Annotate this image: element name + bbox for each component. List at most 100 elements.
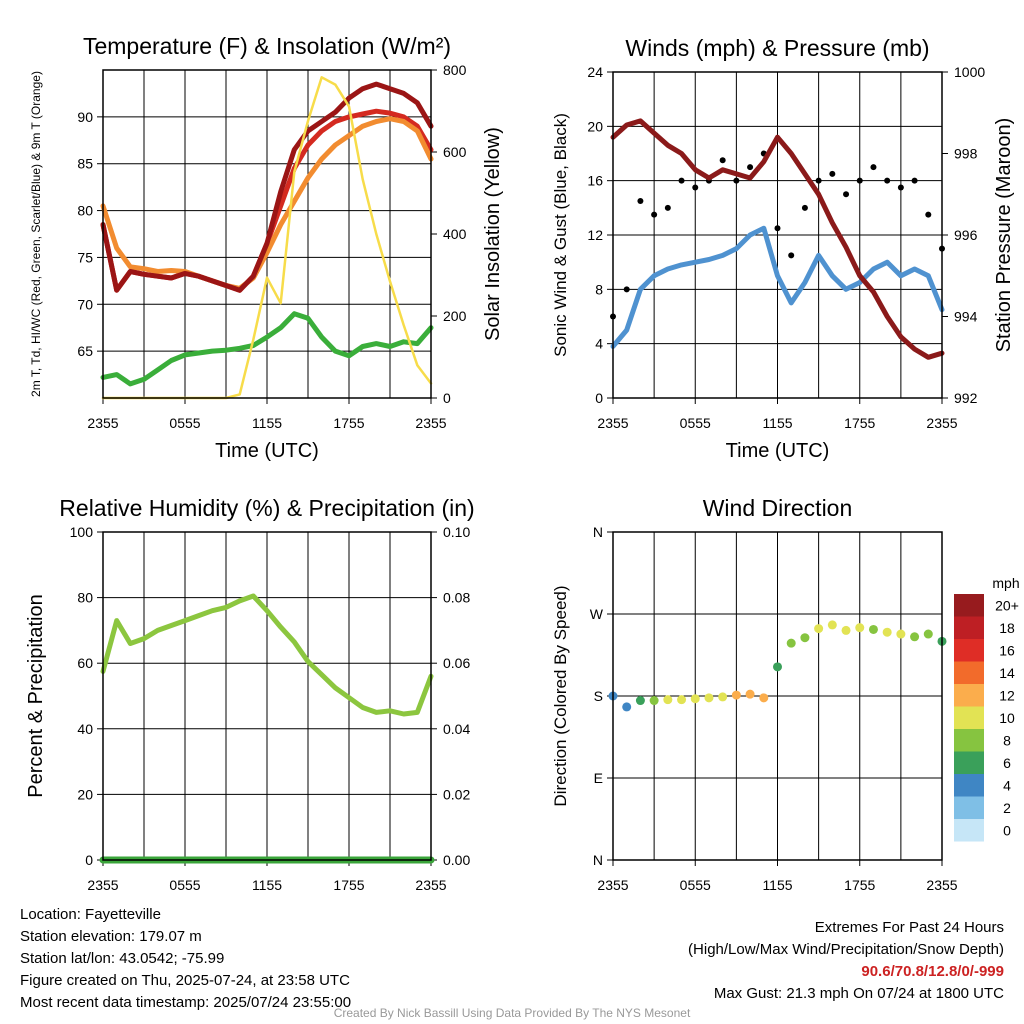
winds-xtick-label: 0555 xyxy=(680,415,711,431)
wind-direction-direction-point xyxy=(718,692,728,702)
wind-direction-direction-point xyxy=(923,629,933,639)
temperature-xtick-label: 1155 xyxy=(252,415,282,431)
winds-gust-point xyxy=(747,164,754,171)
wind-direction-xtick-label: 1155 xyxy=(762,877,792,893)
wind-direction-frame xyxy=(612,531,943,861)
extremes-box: Extremes For Past 24 Hours (High/Low/Max… xyxy=(688,917,1004,1005)
wind-direction-direction-point xyxy=(855,623,865,633)
wind-direction-xtick-label: 2355 xyxy=(597,877,628,893)
legend-label: 8 xyxy=(1003,732,1011,748)
winds-wind-line xyxy=(610,225,945,349)
temperature-ytick-right-label: 400 xyxy=(443,226,467,242)
wind-direction-direction-point xyxy=(704,693,714,703)
legend-swatch xyxy=(954,819,984,842)
winds-ytick-right-label: 994 xyxy=(954,309,978,325)
winds-gust-point xyxy=(884,177,891,184)
humidity-ytick-right-label: 0.00 xyxy=(443,852,470,868)
credit-line: Created By Nick Bassill Using Data Provi… xyxy=(333,1006,691,1020)
temperature-ytick-right-label: 200 xyxy=(443,308,467,324)
winds-xtick-label: 1755 xyxy=(844,415,875,431)
wind-direction-direction-point xyxy=(663,695,673,705)
winds-gust-point xyxy=(911,177,918,184)
temperature-td-line xyxy=(100,311,434,387)
wind-direction-xtick-label: 1755 xyxy=(844,877,875,893)
temperature-ylabel: 2m T, Td, HI/WC (Red, Green, Scarlet/Blu… xyxy=(29,71,43,397)
humidity-ytick-label: 0 xyxy=(85,852,93,868)
temperature-ytick-label: 70 xyxy=(77,296,93,312)
winds-xtick-label: 1155 xyxy=(762,415,792,431)
temperature-xtick-label: 2355 xyxy=(87,415,118,431)
winds-title: Winds (mph) & Pressure (mb) xyxy=(625,35,929,61)
temperature-xtick-label: 1755 xyxy=(333,415,364,431)
winds-gust-point xyxy=(856,177,863,184)
wind-direction-direction-point xyxy=(814,624,824,634)
temperature-xtick-label: 0555 xyxy=(169,415,200,431)
legend-label: 6 xyxy=(1003,755,1011,771)
wind-direction-direction-point xyxy=(759,693,769,703)
legend-title: mph xyxy=(992,575,1019,591)
legend-label: 18 xyxy=(999,620,1015,636)
temperature-ylabel-right: Solar Insolation (Yellow) xyxy=(482,127,504,341)
wind-direction-direction-point xyxy=(773,662,782,672)
winds-gust-point xyxy=(651,211,658,218)
legend-label: 10 xyxy=(999,710,1015,726)
temperature-t9m-line xyxy=(100,116,434,291)
wind-direction-direction-point xyxy=(677,695,687,705)
winds-ytick-label: 12 xyxy=(587,227,603,243)
wind-direction-direction-point xyxy=(868,624,878,634)
winds-ytick-label: 20 xyxy=(587,118,603,134)
legend-label: 16 xyxy=(999,642,1015,658)
wind-direction-direction-point xyxy=(800,633,810,643)
winds-gust-point xyxy=(719,157,726,164)
winds-ytick-right-label: 1000 xyxy=(954,64,985,80)
legend-label: 2 xyxy=(1003,800,1011,816)
humidity-ytick-label: 40 xyxy=(77,721,93,737)
temperature-hi-line xyxy=(100,81,434,293)
winds-ytick-label: 4 xyxy=(595,336,603,352)
wind-direction-ylabel: Direction (Colored By Speed) xyxy=(551,585,570,806)
humidity-xtick-label: 1755 xyxy=(333,877,364,893)
winds-gust-point xyxy=(678,177,685,184)
temperature-ytick-right-label: 600 xyxy=(443,144,467,160)
legend-swatch xyxy=(954,796,984,819)
legend-swatch xyxy=(954,706,984,729)
humidity-ytick-label: 100 xyxy=(70,524,94,540)
legend-label: 14 xyxy=(999,665,1015,681)
winds-xtick-label: 2355 xyxy=(597,415,628,431)
winds-gust-point xyxy=(815,177,822,184)
wind-direction-direction-point xyxy=(910,632,920,642)
legend-label: 20+ xyxy=(995,597,1019,613)
winds-xtick-label: 2355 xyxy=(926,415,957,431)
legend-swatch xyxy=(954,751,984,774)
wind-direction-direction-point xyxy=(635,696,645,706)
station-location: Location: Fayetteville xyxy=(20,906,161,923)
temperature-frame xyxy=(102,69,432,399)
temperature-ytick-right-label: 800 xyxy=(443,62,467,78)
legend-swatch xyxy=(954,616,984,639)
legend-swatch xyxy=(954,774,984,797)
humidity-ylabel: Percent & Precipitation xyxy=(25,594,47,797)
winds-ytick-right-label: 996 xyxy=(954,227,978,243)
winds-gust-point xyxy=(788,252,795,259)
winds-ytick-label: 24 xyxy=(587,64,603,80)
legend-swatch xyxy=(954,639,984,662)
winds-gust-point xyxy=(623,286,630,293)
winds-gust-point xyxy=(801,204,808,211)
wind-direction-direction-point xyxy=(649,696,659,706)
temperature-ytick-label: 90 xyxy=(77,109,93,125)
humidity-rh-line xyxy=(100,593,434,717)
station-info: Location: Fayetteville Station elevation… xyxy=(20,904,351,1014)
humidity-ytick-right-label: 0.04 xyxy=(443,721,470,737)
humidity-xtick-label: 0555 xyxy=(169,877,200,893)
legend-swatch xyxy=(954,729,984,752)
humidity-ytick-right-label: 0.08 xyxy=(443,590,470,606)
temperature-xlabel: Time (UTC) xyxy=(215,440,319,462)
station-latlon: Station lat/lon: 43.0542; -75.99 xyxy=(20,950,225,967)
humidity-ytick-label: 80 xyxy=(77,590,93,606)
temperature-ytick-label: 80 xyxy=(77,203,93,219)
extremes-title: Extremes For Past 24 Hours xyxy=(814,919,1004,936)
humidity-ytick-label: 20 xyxy=(77,786,93,802)
winds-ytick-right-label: 998 xyxy=(954,146,978,162)
temperature-ytick-label: 65 xyxy=(77,343,93,359)
humidity-ytick-label: 60 xyxy=(77,655,93,671)
